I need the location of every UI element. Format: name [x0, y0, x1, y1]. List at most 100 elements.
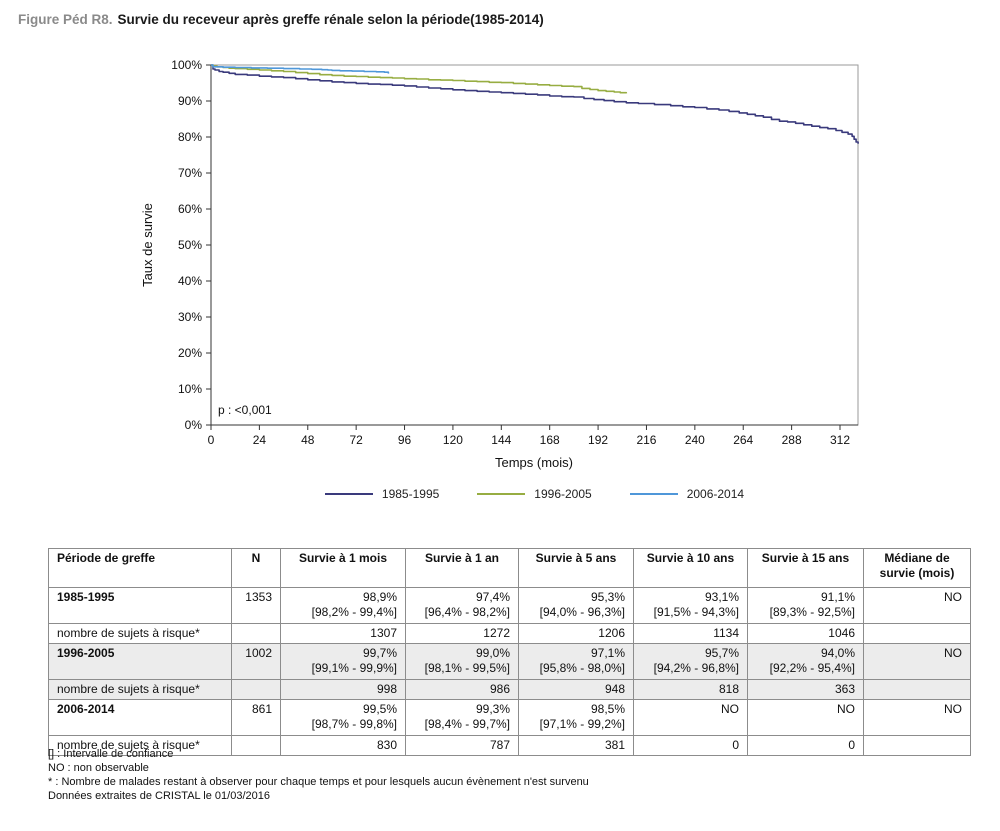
table-cell: 1985-1995 — [48, 587, 232, 624]
y-tick-label: 60% — [178, 202, 202, 216]
y-tick-label: 30% — [178, 310, 202, 324]
survival-curve-1985-1995 — [211, 64, 859, 144]
table-cell: NO — [633, 699, 748, 736]
legend-item: 2006-2014 — [629, 487, 745, 501]
table-cell — [863, 679, 971, 700]
table-cell: 95,3% [94,0% - 96,3%] — [518, 587, 634, 624]
table-cell: 998 — [280, 679, 406, 700]
results-table-wrap: Période de greffe N Survie à 1 mois Survie … — [48, 548, 971, 756]
table-cell: 1206 — [518, 623, 634, 644]
column-header: Survie à 1 mois — [280, 548, 406, 588]
column-header: Médiane de survie (mois) — [863, 548, 971, 588]
table-cell: 818 — [633, 679, 748, 700]
column-header: Survie à 1 an — [405, 548, 519, 588]
y-tick-label: 50% — [178, 238, 202, 252]
x-tick-label: 96 — [398, 433, 412, 447]
column-header: N — [231, 548, 281, 588]
chart-legend: 1985-1995 1996-2005 2006-2014 — [211, 487, 858, 501]
legend-label: 2006-2014 — [686, 487, 745, 501]
table-cell: 363 — [747, 679, 864, 700]
column-header: Survie à 10 ans — [633, 548, 748, 588]
legend-item: 1996-2005 — [477, 487, 592, 501]
legend-item: 1985-1995 — [324, 487, 440, 501]
table-cell: 861 — [231, 699, 281, 736]
table-cell — [231, 735, 281, 756]
y-tick-label: 90% — [178, 94, 202, 108]
table-cell: 1996-2005 — [48, 643, 232, 680]
table-cell — [231, 623, 281, 644]
legend-line-swatch — [324, 493, 373, 495]
table-cell — [231, 679, 281, 700]
table-cell: 98,5% [97,1% - 99,2%] — [518, 699, 634, 736]
table-cell: nombre de sujets à risque* — [48, 623, 232, 644]
table-cell: 986 — [405, 679, 519, 700]
y-tick-label: 0% — [185, 418, 203, 432]
table-cell: 948 — [518, 679, 634, 700]
footnote-confidence-interval: [] : Intervalle de confiance — [48, 748, 174, 760]
figure-title: Figure Péd R8. Survie du receveur après g… — [18, 12, 544, 27]
table-cell: 1307 — [280, 623, 406, 644]
x-tick-label: 288 — [782, 433, 802, 447]
figure-label: Figure Péd R8. — [18, 12, 113, 27]
column-header: Période de greffe — [48, 548, 232, 588]
table-row-period: 1985-1995 1353 98,9% [98,2% - 99,4%] 97,4% [9… — [48, 587, 971, 624]
x-tick-label: 192 — [588, 433, 608, 447]
footnote-data-source: Données extraites de CRISTAL le 01/03/20… — [48, 790, 270, 802]
table-cell: 97,4% [96,4% - 98,2%] — [405, 587, 519, 624]
table-cell: 99,5% [98,7% - 99,8%] — [280, 699, 406, 736]
table-cell: 99,3% [98,4% - 99,7%] — [405, 699, 519, 736]
y-tick-label: 20% — [178, 346, 202, 360]
table-cell: 0 — [633, 735, 748, 756]
table-cell: 787 — [405, 735, 519, 756]
legend-label: 1996-2005 — [534, 487, 592, 501]
x-tick-label: 312 — [830, 433, 850, 447]
x-tick-label: 264 — [733, 433, 753, 447]
table-cell: 0 — [747, 735, 864, 756]
legend-label: 1985-1995 — [381, 487, 440, 501]
table-row-risk: nombre de sujets à risque* 1307 1272 1206 11… — [48, 623, 971, 644]
table-cell: NO — [863, 699, 971, 736]
y-tick-label: 40% — [178, 274, 202, 288]
x-tick-label: 168 — [540, 433, 560, 447]
survival-chart: 0% 10% 20% 30% 40% 50% 60% 70% 80% 90% 100% 0 24 48 72… — [140, 58, 859, 470]
table-cell: 830 — [280, 735, 406, 756]
results-table: Période de greffe N Survie à 1 mois Survie … — [48, 548, 971, 756]
table-row-period: 1996-2005 1002 99,7% [99,1% - 99,9%] 99,0% [9… — [48, 643, 971, 680]
column-header: Survie à 15 ans — [747, 548, 864, 588]
figure-title-text: Survie du receveur après greffe rénale s… — [117, 12, 544, 27]
footnote-at-risk: * : Nombre de malades restant à observer… — [48, 776, 589, 788]
table-cell: 95,7% [94,2% - 96,8%] — [633, 643, 748, 680]
table-row-period: 2006-2014 861 99,5% [98,7% - 99,8%] 99,3% [98… — [48, 699, 971, 736]
x-tick-label: 48 — [301, 433, 315, 447]
column-header: Survie à 5 ans — [518, 548, 634, 588]
footnote-non-observable: NO : non observable — [48, 762, 149, 774]
table-cell: nombre de sujets à risque* — [48, 679, 232, 700]
table-cell: 99,0% [98,1% - 99,5%] — [405, 643, 519, 680]
table-cell: 97,1% [95,8% - 98,0%] — [518, 643, 634, 680]
table-cell: 1134 — [633, 623, 748, 644]
y-axis-title: Taux de survie — [140, 203, 155, 287]
table-header-row: Période de greffe N Survie à 1 mois Survie … — [48, 548, 971, 588]
table-cell: NO — [863, 643, 971, 680]
table-cell — [863, 735, 971, 756]
x-tick-label: 0 — [208, 433, 215, 447]
table-cell: NO — [747, 699, 864, 736]
table-cell: 93,1% [91,5% - 94,3%] — [633, 587, 748, 624]
footnotes: [] : Intervalle de confiance NO : non ob… — [48, 747, 589, 803]
table-cell: 98,9% [98,2% - 99,4%] — [280, 587, 406, 624]
p-value-annotation: p : <0,001 — [218, 403, 272, 417]
x-tick-label: 240 — [685, 433, 705, 447]
y-tick-label: 80% — [178, 130, 202, 144]
survival-curve-1996-2005 — [211, 64, 628, 94]
legend-line-swatch — [629, 493, 678, 495]
y-tick-label: 100% — [171, 58, 202, 72]
table-cell: 1002 — [231, 643, 281, 680]
table-cell: 381 — [518, 735, 634, 756]
table-cell: 2006-2014 — [48, 699, 232, 736]
plot-frame — [210, 64, 859, 426]
x-tick-label: 144 — [491, 433, 511, 447]
table-cell: NO — [863, 587, 971, 624]
y-tick-label: 70% — [178, 166, 202, 180]
table-row-risk: nombre de sujets à risque* 830 787 381 0 0 — [48, 735, 971, 756]
x-tick-label: 72 — [349, 433, 363, 447]
